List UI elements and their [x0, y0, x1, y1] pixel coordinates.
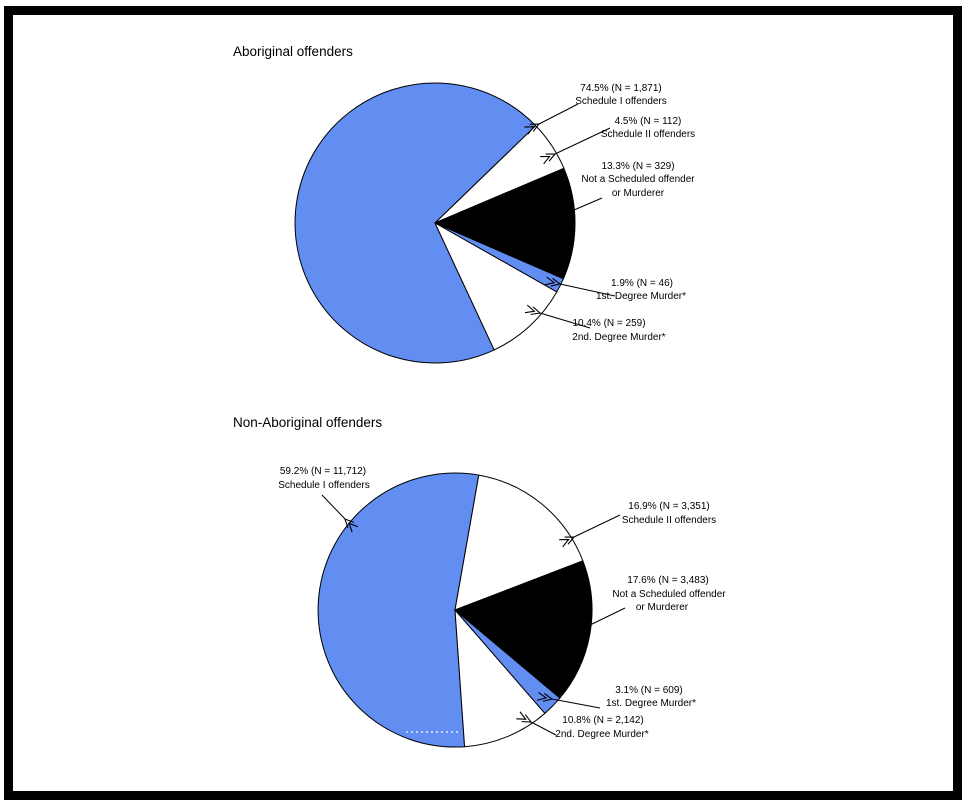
arrow-schedule2-icon [540, 127, 611, 165]
callout-not-scheduled: 13.3% (N = 329) Not a Scheduled offender… [581, 161, 695, 199]
pie-slice-schedule-i-offenders [294, 82, 537, 364]
callout-text: 2nd. Degree Murder* [555, 729, 648, 740]
callout-text: 10.8% (N = 2,142) [562, 715, 643, 726]
callout-text: 17.6% (N = 3,483) [627, 575, 708, 586]
callout-schedule1: 59.2% (N = 11,712) Schedule I offenders [278, 466, 370, 491]
arrow-first-degree-icon [544, 276, 616, 297]
callout-text: Schedule I offenders [575, 96, 667, 107]
callout-text: Not a Scheduled offender [612, 589, 726, 600]
callout-text: 16.9% (N = 3,351) [628, 501, 709, 512]
arrow-second-degree-icon [516, 711, 557, 736]
pie-slice-schedule-ii-offenders [454, 474, 584, 611]
callout-schedule1: 74.5% (N = 1,871) Schedule I offenders [575, 83, 667, 107]
arrow-schedule1-icon [524, 103, 579, 135]
arrow-first-degree-icon [536, 691, 601, 709]
callout-text: or Murderer [612, 188, 665, 199]
callout-arrows-non-aboriginal [321, 494, 626, 736]
callout-text: 59.2% (N = 11,712) [280, 466, 366, 477]
pie-slice-schedule-i-offenders [317, 472, 480, 748]
chart-title-aboriginal: Aboriginal offenders [233, 44, 353, 59]
callout-schedule2: 4.5% (N = 112) Schedule II offenders [601, 116, 695, 140]
arrow-not-scheduled-icon [573, 607, 626, 637]
callout-second-degree: 10.4% (N = 259) 2nd. Degree Murder* [572, 318, 665, 343]
callout-not-scheduled: 17.6% (N = 3,483) Not a Scheduled offend… [612, 575, 726, 613]
arrow-schedule2-icon [559, 514, 621, 548]
pie-slice-not-a-scheduled-offender-or-murderer [454, 560, 593, 699]
callouts-non-aboriginal: 59.2% (N = 11,712) Schedule I offenders … [278, 466, 726, 740]
callout-text: 1st. Degree Murder* [596, 291, 686, 302]
callout-text: 4.5% (N = 112) [615, 116, 682, 127]
callout-text: 1.9% (N = 46) [611, 278, 673, 289]
callout-text: 2nd. Degree Murder* [572, 332, 665, 343]
callout-text: 10.4% (N = 259) [572, 318, 645, 329]
pie-slice-2nd-degree-murder [434, 222, 558, 351]
chart-title-non-aboriginal: Non-Aboriginal offenders [233, 415, 382, 430]
arrow-schedule1-icon [321, 494, 359, 533]
callout-second-degree: 10.8% (N = 2,142) 2nd. Degree Murder* [555, 715, 648, 740]
callout-text: Not a Scheduled offender [581, 174, 695, 185]
callout-text: 74.5% (N = 1,871) [580, 83, 661, 94]
chart-aboriginal: Aboriginal offenders 74.5% (N = 1,871) S… [233, 44, 695, 364]
pie-aboriginal [294, 82, 576, 364]
callout-text: 1st. Degree Murder* [606, 698, 696, 709]
pie-non-aboriginal [317, 472, 593, 748]
callout-arrows-aboriginal [524, 103, 616, 329]
callout-first-degree: 1.9% (N = 46) 1st. Degree Murder* [596, 278, 686, 302]
pie-slice-not-a-scheduled-offender-or-murderer [434, 167, 576, 280]
callout-text: Schedule I offenders [278, 480, 370, 491]
callout-schedule2: 16.9% (N = 3,351) Schedule II offenders [622, 501, 716, 526]
callout-text: Schedule II offenders [601, 129, 695, 140]
callout-text: 3.1% (N = 609) [615, 685, 683, 696]
arrow-not-scheduled-icon [559, 197, 603, 220]
callout-text: or Murderer [636, 602, 689, 613]
arrow-second-degree-icon [524, 304, 591, 329]
chart-non-aboriginal: Non-Aboriginal offenders 59.2% (N = 11,7… [233, 415, 726, 748]
callout-first-degree: 3.1% (N = 609) 1st. Degree Murder* [606, 685, 696, 709]
callouts-aboriginal: 74.5% (N = 1,871) Schedule I offenders 4… [572, 83, 695, 343]
callout-text: 13.3% (N = 329) [601, 161, 674, 172]
callout-text: Schedule II offenders [622, 515, 716, 526]
